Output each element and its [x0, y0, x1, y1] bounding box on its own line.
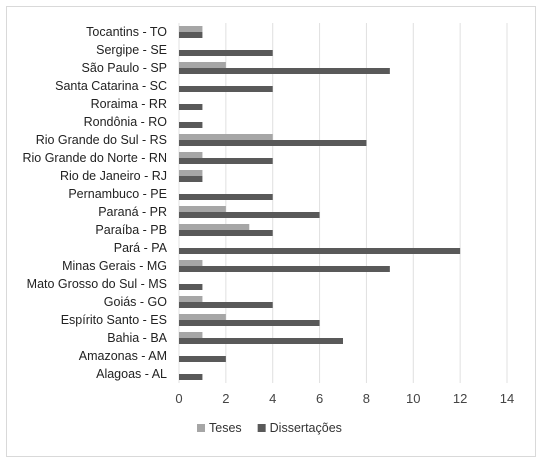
- x-tick-label: 12: [453, 391, 467, 406]
- category-label: Santa Catarina - SC: [55, 79, 167, 93]
- legend-swatch: [197, 424, 205, 432]
- bar-dissertacoes: [179, 50, 273, 56]
- legend-swatch: [257, 424, 266, 432]
- bar-teses: [179, 134, 273, 140]
- category-label: São Paulo - SP: [82, 61, 167, 75]
- bar-dissertacoes: [179, 176, 203, 182]
- bar-dissertacoes: [179, 68, 390, 74]
- category-label: Alagoas - AL: [96, 367, 167, 381]
- bar-dissertacoes: [179, 158, 273, 164]
- legend: Teses Dissertações: [197, 421, 342, 435]
- category-label: Espírito Santo - ES: [61, 313, 167, 327]
- bar-dissertacoes: [179, 356, 226, 362]
- bar-dissertacoes: [179, 122, 203, 128]
- bar-dissertacoes: [179, 374, 203, 380]
- bar-chart: Tocantins - TO Sergipe - SE São Paulo - SP…: [22, 23, 514, 435]
- category-label: Paraíba - PB: [95, 223, 167, 237]
- category-label: Rio de Janeiro - RJ: [60, 169, 167, 183]
- x-tick-label: 8: [363, 391, 370, 406]
- x-tick-label: 10: [406, 391, 420, 406]
- bar-dissertacoes: [179, 86, 273, 92]
- bar-teses: [179, 62, 226, 68]
- bar-dissertacoes: [179, 266, 390, 272]
- x-tick-label: 4: [269, 391, 276, 406]
- bar-dissertacoes: [179, 212, 320, 218]
- category-label: Roraima - RR: [91, 97, 167, 111]
- category-label: Tocantins - TO: [86, 25, 167, 39]
- category-label: Bahia - BA: [107, 331, 167, 345]
- x-tick-label: 14: [500, 391, 514, 406]
- category-label: Minas Gerais - MG: [62, 259, 167, 273]
- x-tick-label: 6: [316, 391, 323, 406]
- bar-teses: [179, 224, 250, 230]
- category-label: Paraná - PR: [98, 205, 167, 219]
- legend-label: Teses: [209, 421, 242, 435]
- bar-dissertacoes: [179, 32, 203, 38]
- gridlines: [178, 23, 508, 383]
- bar-teses: [179, 152, 203, 158]
- bar-teses: [179, 170, 203, 176]
- category-label: Pernambuco - PE: [68, 187, 167, 201]
- category-label: Pará - PA: [114, 241, 168, 255]
- bar-dissertacoes: [179, 104, 203, 110]
- category-label: Amazonas - AM: [79, 349, 167, 363]
- bar-teses: [179, 260, 203, 266]
- bar-dissertacoes: [179, 248, 461, 254]
- bar-dissertacoes: [179, 320, 320, 326]
- legend-label: Dissertações: [270, 421, 342, 435]
- category-label: Goiás - GO: [104, 295, 167, 309]
- bar-teses: [179, 332, 203, 338]
- category-label: Mato Grosso do Sul - MS: [27, 277, 167, 291]
- bar-teses: [179, 296, 203, 302]
- bar-dissertacoes: [179, 284, 203, 290]
- bar-dissertacoes: [179, 230, 273, 236]
- bar-dissertacoes: [179, 140, 367, 146]
- category-label: Sergipe - SE: [96, 43, 167, 57]
- bar-teses: [179, 206, 226, 212]
- x-tick-labels: 0 2 4 6 8 10 12 14: [175, 391, 514, 406]
- bars: [179, 26, 461, 380]
- category-labels: Tocantins - TO Sergipe - SE São Paulo - SP…: [22, 25, 167, 381]
- x-tick-label: 0: [175, 391, 182, 406]
- chart-area: Tocantins - TO Sergipe - SE São Paulo - SP…: [6, 6, 536, 457]
- bar-dissertacoes: [179, 302, 273, 308]
- x-tick-label: 2: [222, 391, 229, 406]
- bar-dissertacoes: [179, 194, 273, 200]
- bar-dissertacoes: [179, 338, 343, 344]
- category-label: Rio Grande do Sul - RS: [36, 133, 167, 147]
- category-label: Rio Grande do Norte - RN: [22, 151, 167, 165]
- bar-teses: [179, 26, 203, 32]
- bar-teses: [179, 314, 226, 320]
- category-label: Rondônia - RO: [84, 115, 168, 129]
